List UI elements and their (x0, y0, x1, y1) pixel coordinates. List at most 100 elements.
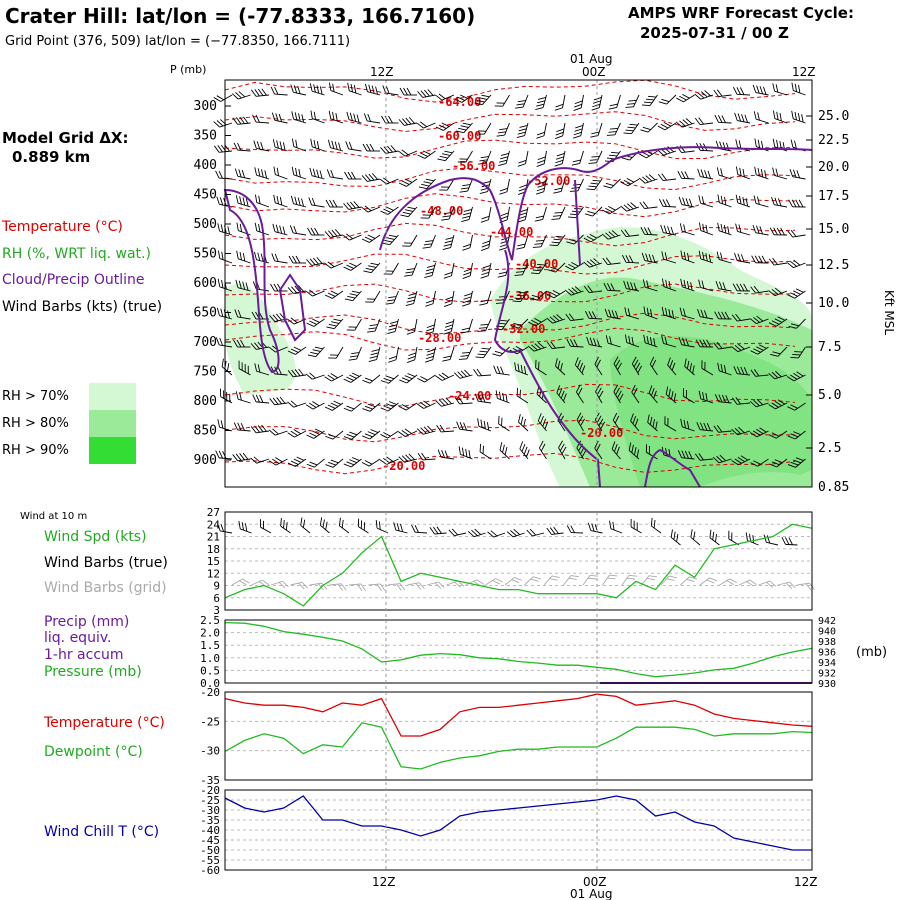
wind-barb-flag (682, 197, 686, 206)
wind-barb-shaft (785, 543, 798, 546)
height-tick-label: 10.0 (818, 296, 849, 311)
wind-barb (325, 430, 344, 440)
wind-barb-flag (741, 114, 745, 122)
wind-barb-flag (388, 234, 397, 238)
wind-barb-flag (713, 342, 720, 350)
wind-barb (768, 370, 788, 380)
wind-barb-shaft (792, 234, 806, 238)
wind-barb-flag (319, 86, 323, 95)
wind-barb-flag (772, 257, 778, 265)
wind-barb-flag (378, 521, 381, 530)
wind-barb-flag (272, 458, 280, 464)
wind-barb-shaft (483, 122, 492, 135)
wind-barb-flag (734, 458, 742, 464)
wind-barb-flag (550, 266, 559, 271)
wind-barb-shaft (516, 395, 529, 404)
wind-barb-shaft (354, 318, 362, 331)
wind-barb-flag (752, 84, 757, 93)
wind-barb-flag (715, 533, 717, 543)
wind-barb-flag (687, 252, 690, 262)
wind-barb-flag (235, 92, 242, 99)
wind-barb-flag (250, 343, 257, 350)
wind-barb-flag (367, 234, 376, 239)
pressure-unit: (mb) (856, 645, 887, 660)
wind-barb (477, 318, 492, 332)
wind-barb-shaft (432, 290, 436, 304)
wind-barb-shaft (647, 122, 658, 133)
wind-barb-flag (404, 242, 413, 244)
windchill-ticks: -20-25-30-35-40-45-50-55-60 (200, 784, 220, 877)
wind-barb-shaft (797, 582, 810, 586)
wind-barb-flag (642, 176, 649, 183)
wind-barb-flag (571, 162, 580, 166)
wind-barb-flag (309, 289, 317, 296)
wind-barb-shaft (486, 290, 492, 304)
y-tick-label: -30 (200, 745, 220, 758)
wind-barb-flag (360, 520, 363, 529)
wind-barb (480, 262, 492, 279)
wind-barb-flag (290, 400, 298, 407)
wind-barb-flag (596, 415, 602, 424)
wind-barb-flag (668, 280, 671, 290)
wind-barb-flag (312, 401, 320, 407)
wind-barb-flag (576, 384, 581, 393)
wind-barb-flag (330, 459, 339, 464)
wind-barb (425, 290, 436, 307)
wind-barb-flag (383, 457, 391, 464)
y-tick-label: 9 (213, 580, 220, 593)
wind-barb (738, 579, 757, 587)
wind-barb-flag (788, 537, 793, 545)
wind-barb-flag (235, 279, 239, 288)
isotherm-label: -44.00 (490, 225, 533, 239)
wind-barb-flag (684, 450, 689, 459)
wind-barb-flag (294, 196, 298, 205)
wind-barb-flag (713, 425, 719, 433)
wind-barb-flag (406, 331, 415, 335)
wind-barb-flag (777, 316, 786, 321)
wind-barb-flag (291, 166, 295, 175)
wind-barb-flag (721, 311, 726, 320)
wind-barb-flag (241, 522, 244, 531)
wind-barb-flag (643, 306, 646, 315)
wind-barb-flag (436, 424, 442, 433)
wind-barb-flag (790, 461, 799, 466)
wind-barb-flag (743, 283, 748, 292)
wind-barb-flag (587, 522, 592, 531)
wind-barb-flag (421, 452, 427, 460)
wind-barb-flag (537, 342, 545, 349)
wind-barb (498, 415, 510, 432)
wind-barb-shaft (607, 342, 621, 348)
wind-barb (735, 194, 751, 208)
wind-barb-flag (312, 318, 320, 323)
wind-barb-flag (418, 186, 427, 190)
wind-barb-flag (798, 84, 801, 94)
wind-barb-shaft (446, 580, 458, 586)
wind-barb (661, 251, 677, 264)
wind-barb-flag (239, 223, 243, 232)
wind-barb (506, 528, 525, 538)
wind-barb (417, 452, 436, 461)
wind-barb (750, 344, 769, 355)
wind-barb-shaft (238, 230, 251, 236)
wind-barb-flag (636, 449, 640, 458)
wind-barbs-grid-label: Wind Barbs (grid) (44, 580, 167, 596)
wind-barb (436, 424, 455, 433)
wind-barb-flag (390, 145, 397, 152)
wind-barb-shaft (774, 174, 788, 180)
wind-barb-flag (520, 364, 523, 373)
wind-barb (479, 443, 492, 460)
wind-barb-flag (680, 171, 686, 179)
wind-barb-flag (278, 582, 286, 589)
wind-barb-flag (424, 275, 433, 279)
wind-barb-flag (383, 377, 392, 382)
wind-barb (539, 440, 547, 460)
wind-barb-flag (731, 460, 739, 466)
wind-barb (435, 122, 455, 131)
wind-barb (273, 166, 288, 180)
wind-barb (402, 234, 418, 247)
wind-barb (306, 458, 325, 468)
wind-barb-flag (257, 88, 264, 96)
wind-barb (404, 262, 418, 277)
wind-barb-flag (261, 424, 267, 432)
wind-barb-flag (596, 387, 602, 395)
